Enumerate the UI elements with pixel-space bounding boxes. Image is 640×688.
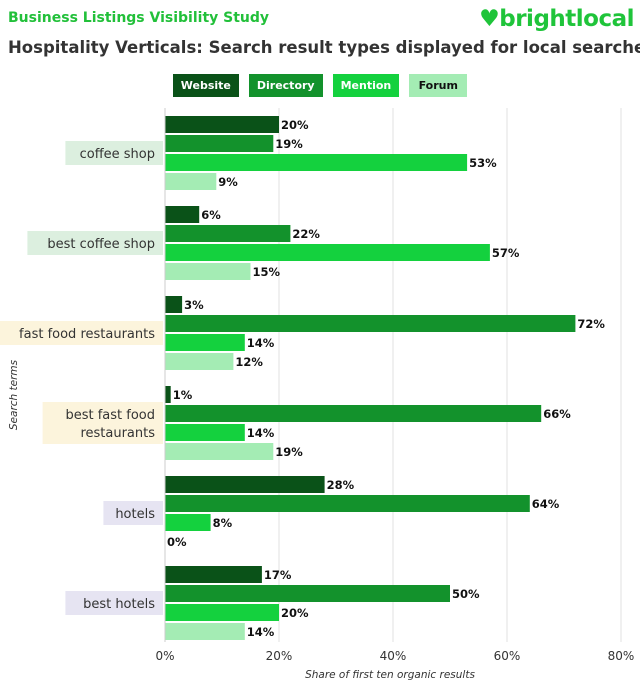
bar-forum <box>165 263 251 280</box>
data-label: 19% <box>275 137 303 151</box>
data-label: 66% <box>543 407 571 421</box>
x-tick-label: 20% <box>266 649 293 663</box>
category-label-bg <box>42 402 163 444</box>
location-pin-icon: ♥ <box>479 6 500 32</box>
data-label: 22% <box>292 227 320 241</box>
bar-directory <box>165 405 542 422</box>
category-label: hotels <box>115 507 155 522</box>
bar-forum <box>165 353 234 370</box>
category-label-bg <box>65 141 163 165</box>
category-label-bg <box>0 321 164 345</box>
y-axis-title: Search terms <box>8 359 20 430</box>
data-label: 20% <box>281 118 309 132</box>
category-label: restaurants <box>80 426 155 441</box>
category-label-bg <box>27 231 164 255</box>
bar-website <box>165 476 325 493</box>
data-label: 53% <box>469 156 497 170</box>
x-tick-label: 80% <box>608 649 635 663</box>
bar-directory <box>165 225 291 242</box>
bar-directory <box>165 585 450 602</box>
supertitle: Business Listings Visibility Study <box>8 10 270 26</box>
bar-mention <box>165 334 245 351</box>
data-label: 8% <box>213 516 233 530</box>
logo-text: brightlocal <box>499 6 634 32</box>
category-label: fast food restaurants <box>19 327 155 342</box>
bar-mention <box>165 244 490 261</box>
bar-mention <box>165 154 468 171</box>
category-label: best fast food <box>65 408 155 423</box>
bar-forum <box>165 443 274 460</box>
data-label: 0% <box>167 535 187 549</box>
bar-mention <box>165 424 245 441</box>
bar-directory <box>165 135 274 152</box>
data-label: 17% <box>264 568 292 582</box>
data-label: 28% <box>327 478 355 492</box>
bar-forum <box>165 623 245 640</box>
bar-website <box>165 296 183 313</box>
category-label: best hotels <box>83 597 155 612</box>
x-tick-label: 60% <box>494 649 521 663</box>
x-axis-title: Share of first ten organic results <box>305 669 475 681</box>
legend-item-forum: Forum <box>409 74 468 97</box>
legend-item-directory: Directory <box>248 74 323 97</box>
legend-item-website: Website <box>172 74 239 97</box>
data-label: 19% <box>275 445 303 459</box>
bar-website <box>165 206 200 223</box>
bar-website <box>165 386 171 403</box>
category-label-bg <box>103 501 163 525</box>
legend: Website Directory Mention Forum <box>0 74 640 97</box>
bar-website <box>165 566 262 583</box>
data-label: 14% <box>247 336 275 350</box>
data-label: 20% <box>281 606 309 620</box>
data-label: 12% <box>235 355 263 369</box>
brightlocal-logo: ♥brightlocal <box>479 6 634 32</box>
data-label: 9% <box>218 175 238 189</box>
bar-directory <box>165 495 530 512</box>
x-tick-label: 40% <box>380 649 407 663</box>
data-label: 72% <box>577 317 605 331</box>
bar-forum <box>165 173 217 190</box>
data-label: 50% <box>452 587 480 601</box>
data-label: 14% <box>247 426 275 440</box>
x-tick-label: 0% <box>155 649 174 663</box>
category-label-bg <box>65 591 163 615</box>
data-label: 6% <box>201 208 221 222</box>
data-label: 15% <box>253 265 281 279</box>
bar-website <box>165 116 279 133</box>
bar-mention <box>165 604 279 621</box>
bar-mention <box>165 514 211 531</box>
chart-title: Hospitality Verticals: Search result typ… <box>8 38 640 57</box>
data-label: 1% <box>173 388 193 402</box>
data-label: 14% <box>247 625 275 639</box>
bar-directory <box>165 315 576 332</box>
data-label: 57% <box>492 246 520 260</box>
data-label: 3% <box>184 298 204 312</box>
category-label: coffee shop <box>80 147 155 162</box>
legend-item-mention: Mention <box>332 74 400 97</box>
data-label: 64% <box>532 497 560 511</box>
category-label: best coffee shop <box>47 237 155 252</box>
